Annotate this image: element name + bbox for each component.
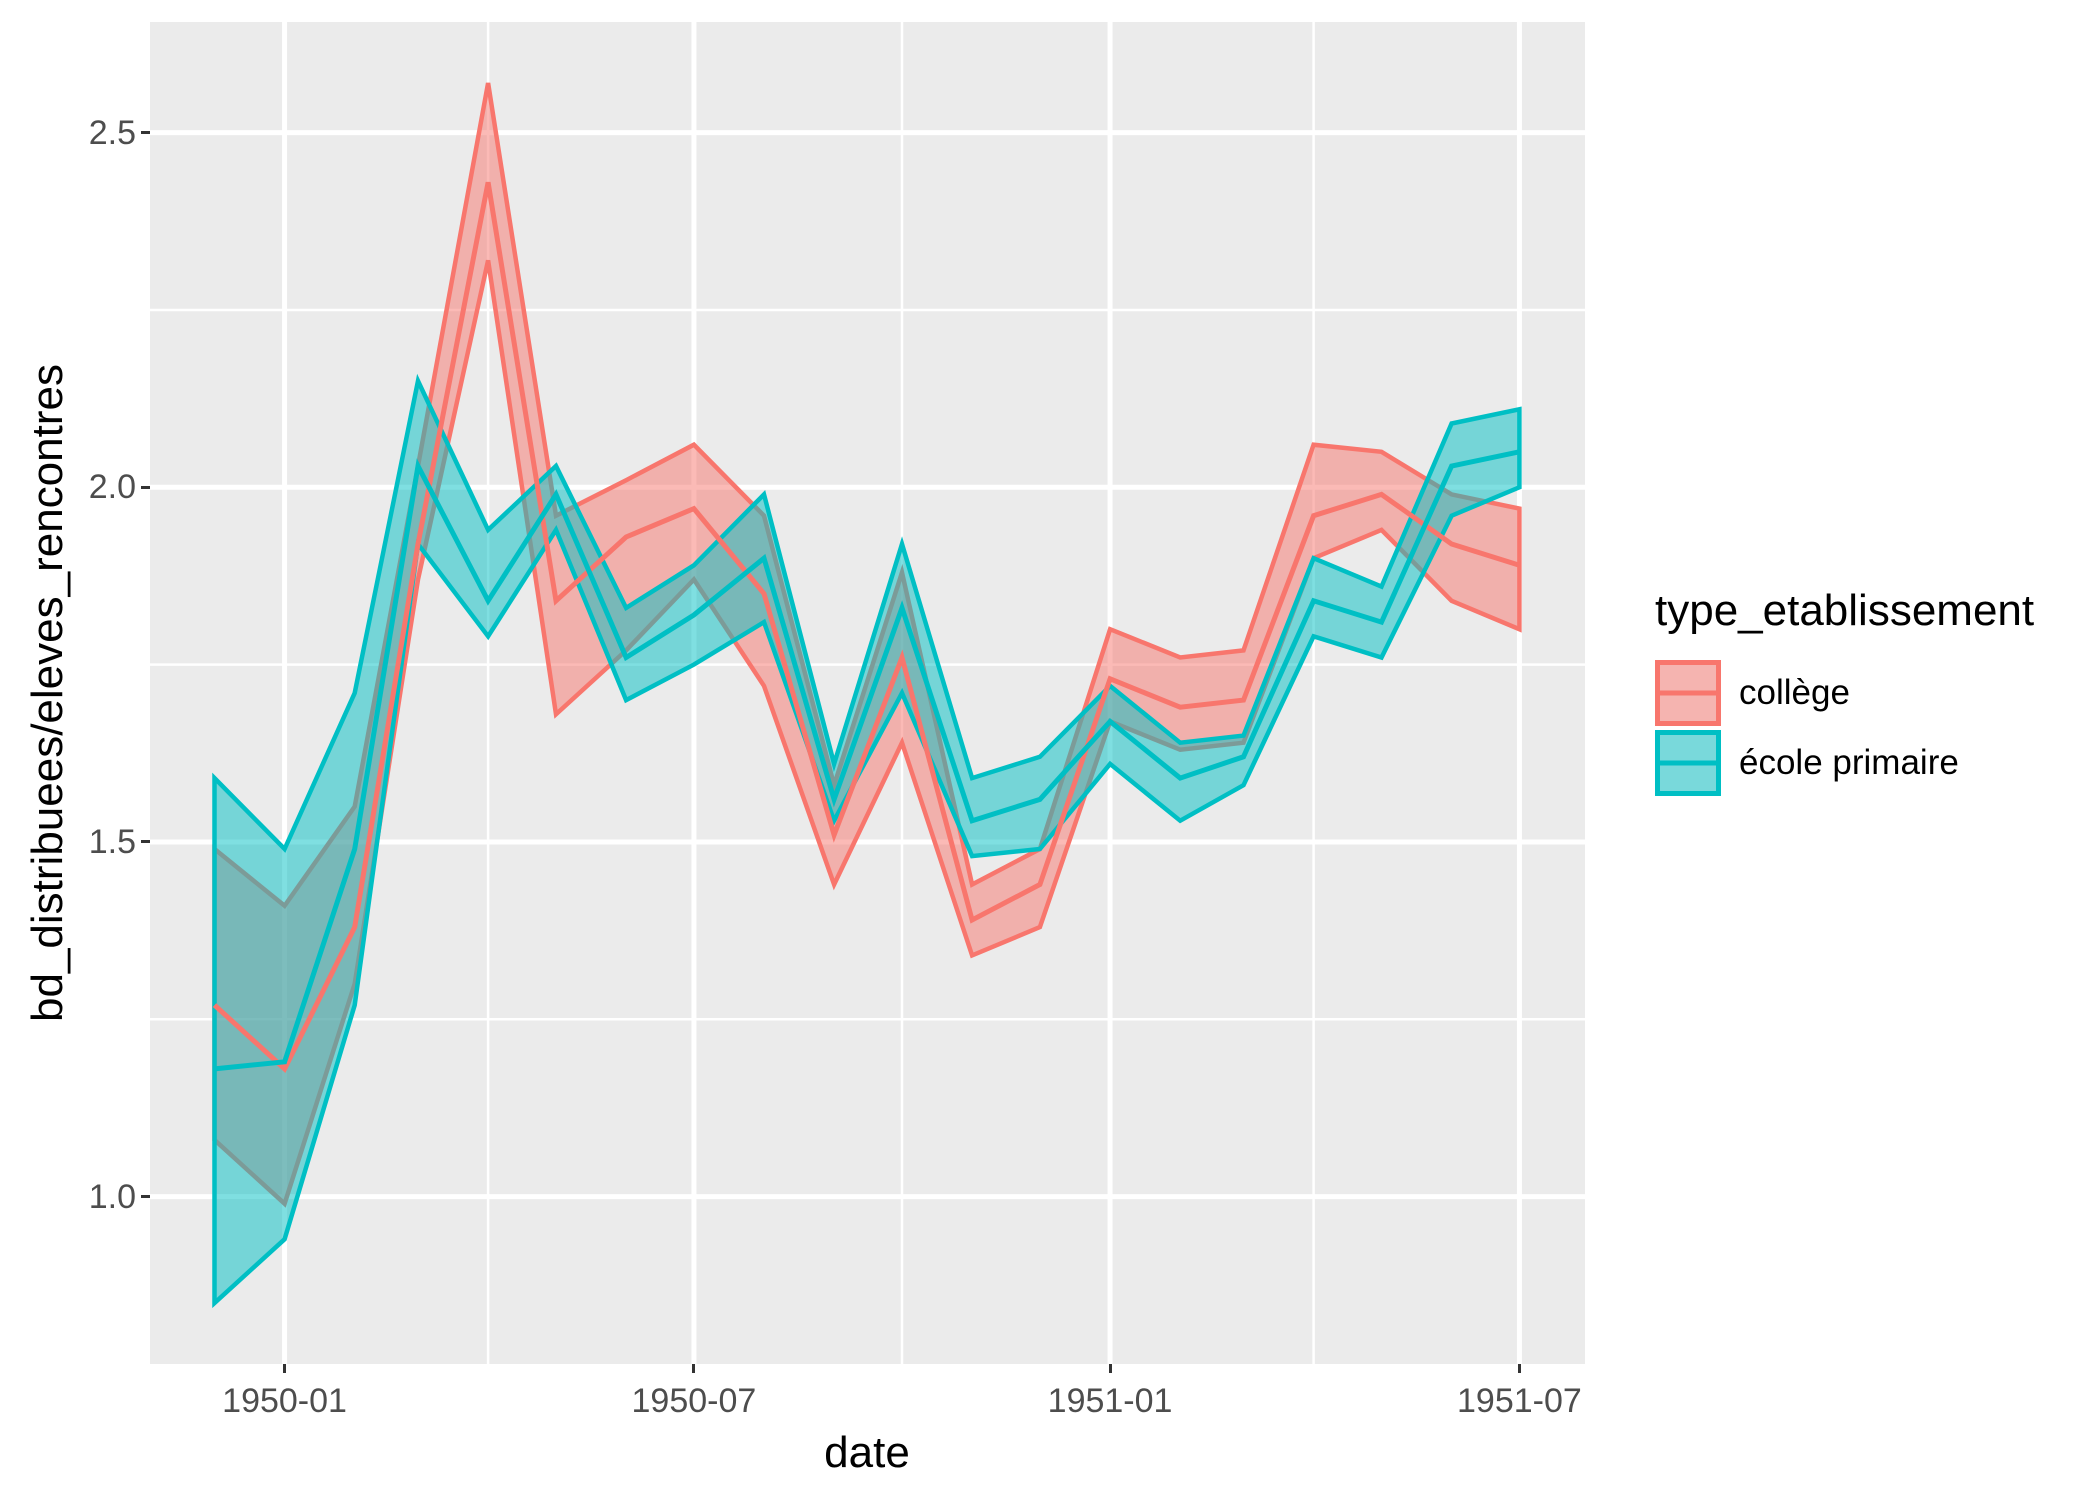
x-tick-mark <box>283 1364 287 1373</box>
y-tick-label: 2.0 <box>88 468 136 507</box>
ribbon-college <box>212 82 1522 1208</box>
legend-item-label: collège <box>1739 673 1850 712</box>
ribbon-ecole-primaire <box>212 373 1522 1309</box>
legend-item: école primaire <box>1655 730 2034 796</box>
y-tick-label: 1.0 <box>88 1177 136 1216</box>
legend-key-ecole-primaire <box>1655 730 1721 796</box>
legend-title: type_etablissement <box>1655 586 2035 635</box>
y-tick-label: 1.5 <box>88 822 136 861</box>
x-tick-mark <box>1108 1364 1112 1373</box>
legend-key-line <box>1660 690 1716 696</box>
legend-item: collège <box>1655 660 2034 726</box>
x-tick-label: 1951-01 <box>1047 1382 1173 1420</box>
y-tick-mark <box>141 1195 150 1199</box>
x-tick-mark <box>692 1364 696 1373</box>
y-tick-mark <box>141 131 150 135</box>
y-tick-mark <box>141 840 150 844</box>
x-tick-label: 1951-07 <box>1457 1382 1582 1420</box>
x-tick-label: 1950-01 <box>222 1382 347 1420</box>
y-tick-mark <box>141 485 150 489</box>
y-axis-title: bd_distribuees/eleves_rencontres <box>23 364 72 1022</box>
y-tick-label: 2.5 <box>88 113 136 152</box>
legend-key-college <box>1655 660 1721 726</box>
x-tick-mark <box>1517 1364 1521 1373</box>
x-tick-label: 1950-07 <box>631 1382 757 1420</box>
legend-key-line <box>1660 760 1716 766</box>
legend-item-label: école primaire <box>1739 743 1959 782</box>
line-ecole-primaire <box>214 449 1520 1072</box>
plot-area-svg <box>150 22 1585 1364</box>
x-axis-title: date <box>824 1428 910 1477</box>
legend: type_etablissement collège école primair… <box>1655 586 2034 800</box>
plot-panel <box>150 22 1585 1364</box>
